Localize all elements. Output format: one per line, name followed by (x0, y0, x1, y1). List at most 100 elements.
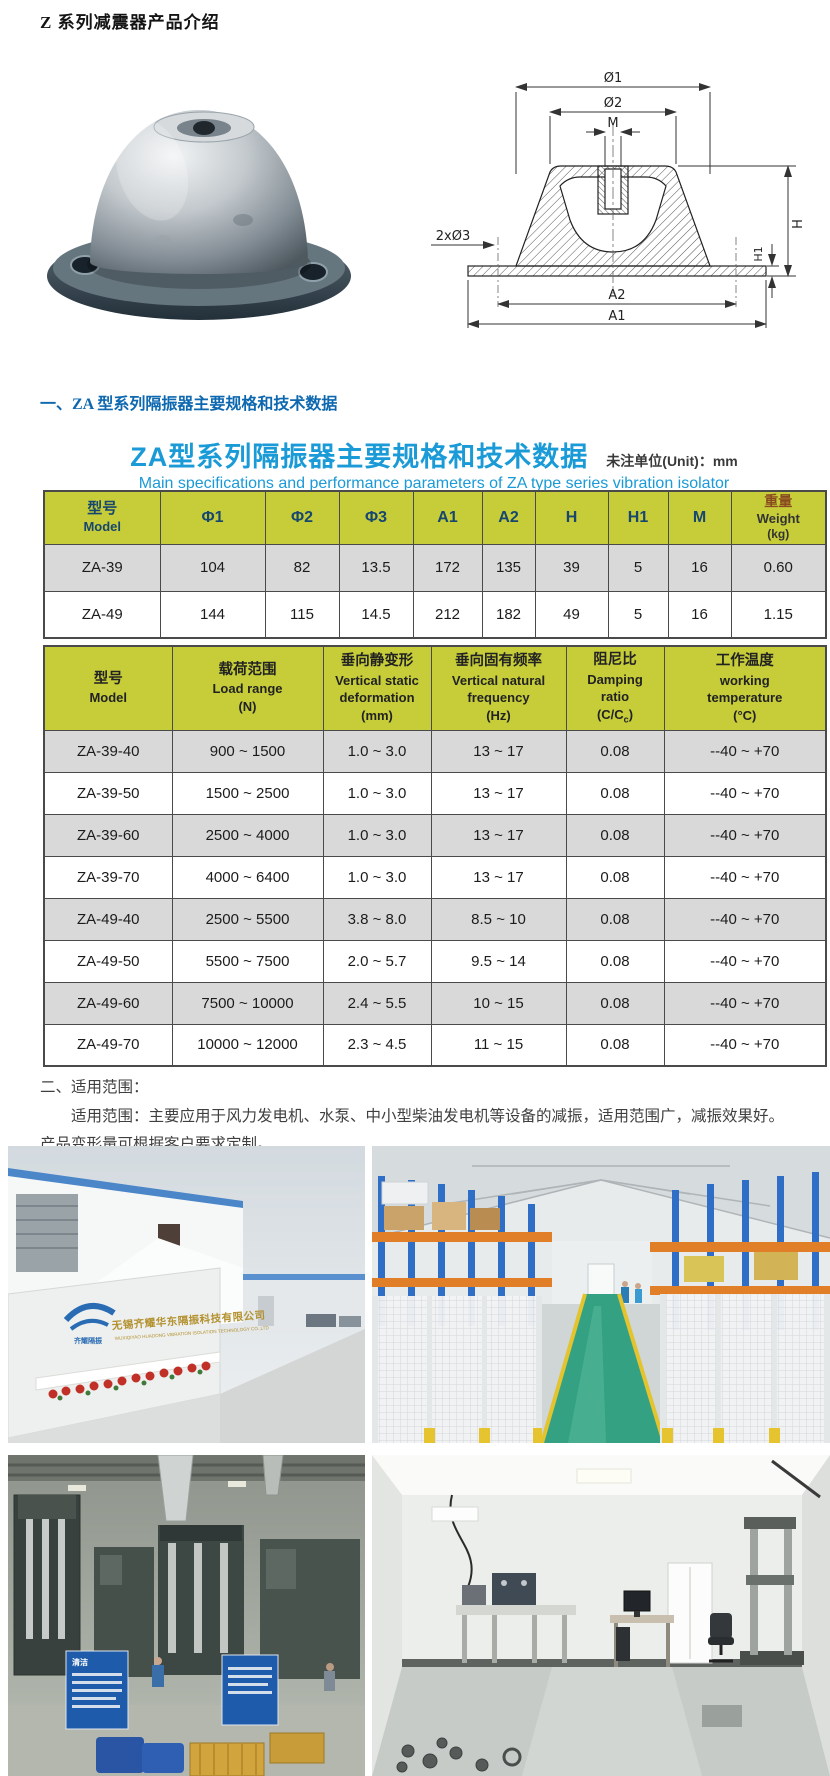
table-row: ZA-49-60 7500 ~ 10000 2.4 ~ 5.5 10 ~ 15 0.08… (43, 981, 827, 1025)
table-cell: ZA-39-50 (43, 771, 173, 815)
table2-col-model: 型号 Model (43, 645, 173, 731)
unit-note: 未注单位(Unit)：mm (606, 453, 738, 469)
table-cell: 2.0 ~ 5.7 (322, 939, 432, 983)
table-cell: 0.08 (565, 771, 665, 815)
dim-label-h1: H1 (752, 246, 765, 261)
table-cell: 900 ~ 1500 (171, 729, 324, 773)
table-cell: 0.08 (565, 981, 665, 1025)
table2-header-row: 型号 Model 载荷范围 Load range (N) 垂向静变形 Verti… (43, 645, 827, 731)
spec-table-1: 型号 Model Φ1 Φ2 Φ3 A1 A2 H H1 M 重量 Weight… (43, 490, 827, 639)
table-cell: --40 ~ +70 (663, 939, 827, 983)
isolator-photo-graphic (38, 70, 360, 332)
table-cell: ZA-49-60 (43, 981, 173, 1025)
table1-col-a1: A1 (412, 490, 483, 545)
table2-col-working-temperature: 工作温度 working temperature (°C) (663, 645, 827, 731)
table-cell: 144 (159, 590, 266, 639)
table-cell: 4000 ~ 6400 (171, 855, 324, 899)
table-cell: 1.0 ~ 3.0 (322, 771, 432, 815)
table-cell: --40 ~ +70 (663, 855, 827, 899)
table-row: ZA-49-70 10000 ~ 12000 2.3 ~ 4.5 11 ~ 15 0.0… (43, 1023, 827, 1067)
table1-col-model: 型号 Model (43, 490, 161, 545)
dim-label-d2: Ø2 (604, 96, 623, 111)
table-cell: 3.8 ~ 8.0 (322, 897, 432, 941)
table-row: ZA-39-40 900 ~ 1500 1.0 ~ 3.0 13 ~ 17 0.08 --… (43, 729, 827, 773)
entrance-photo-graphic: 齐耀隔振 无锡齐耀华东隔振科技有限公司 WUXIQIYAO HUADONG VI… (8, 1146, 365, 1443)
table-cell: 0.08 (565, 729, 665, 773)
table-cell: 1.15 (730, 590, 827, 639)
table-row: ZA-49-50 5500 ~ 7500 2.0 ~ 5.7 9.5 ~ 14 0.08… (43, 939, 827, 983)
table1-col-phi3: Φ3 (338, 490, 414, 545)
table1-col-phi1: Φ1 (159, 490, 266, 545)
table-cell: 10000 ~ 12000 (171, 1023, 324, 1067)
table-cell: 2500 ~ 4000 (171, 813, 324, 857)
spec-table-header: ZA型系列隔振器主要规格和技术数据 未注单位(Unit)：mm Main spe… (43, 435, 825, 493)
table-cell: 0.08 (565, 855, 665, 899)
table-cell: 11 ~ 15 (430, 1023, 567, 1067)
warehouse-photo (372, 1146, 830, 1443)
warehouse-photo-graphic (372, 1146, 830, 1443)
table-row: ZA-39-70 4000 ~ 6400 1.0 ~ 3.0 13 ~ 17 0.08-… (43, 855, 827, 899)
table-cell: 182 (481, 590, 536, 639)
damping-unit: (C/Cc) (596, 706, 634, 725)
table-cell: 1500 ~ 2500 (171, 771, 324, 815)
table-cell: 7500 ~ 10000 (171, 981, 324, 1025)
table-cell: 0.08 (565, 897, 665, 941)
product-photo (38, 70, 360, 332)
table-cell: 0.08 (565, 939, 665, 983)
table-title-en: Main specifications and performance para… (138, 475, 730, 492)
table-cell: ZA-39 (43, 543, 161, 592)
table-cell: --40 ~ +70 (663, 897, 827, 941)
table-cell: 115 (264, 590, 340, 639)
table-cell: ZA-49-70 (43, 1023, 173, 1067)
table1-col-weight: 重量 Weight (kg) (730, 490, 827, 545)
entrance-logo-text: 齐耀隔振 (74, 1336, 102, 1345)
table-cell: ZA-39-40 (43, 729, 173, 773)
table-cell: 9.5 ~ 14 (430, 939, 567, 983)
table2-col-static-deformation: 垂向静变形 Vertical static deformation (mm) (322, 645, 432, 731)
table-cell: ZA-49 (43, 590, 161, 639)
table-cell: 13 ~ 17 (430, 813, 567, 857)
section1-heading: 一、ZA 型系列隔振器主要规格和技术数据 (40, 396, 338, 413)
table-cell: 82 (264, 543, 340, 592)
table-cell: 13.5 (338, 543, 414, 592)
table-cell: 5 (607, 590, 669, 639)
table-cell: 1.0 ~ 3.0 (322, 813, 432, 857)
table-cell: --40 ~ +70 (663, 981, 827, 1025)
dim-label-d1: Ø1 (604, 71, 623, 86)
table1-col-h1: H1 (607, 490, 669, 545)
lab-photo-graphic (372, 1455, 830, 1776)
table-cell: 2500 ~ 5500 (171, 897, 324, 941)
table-cell: 5500 ~ 7500 (171, 939, 324, 983)
technical-drawing: Ø1 Ø2 M 2xØ3 A2 A1 H H1 (398, 52, 830, 334)
table-cell: ZA-49-40 (43, 897, 173, 941)
table-cell: 1.0 ~ 3.0 (322, 729, 432, 773)
table-cell: --40 ~ +70 (663, 813, 827, 857)
workshop-photo-graphic: 清洁 (8, 1455, 365, 1776)
page-title: Z 系列减震器产品介绍 (40, 13, 220, 32)
table-cell: 0.60 (730, 543, 827, 592)
spec-table-2: 型号 Model 载荷范围 Load range (N) 垂向静变形 Verti… (43, 645, 827, 1067)
section2-heading: 二、适用范围： (40, 1079, 149, 1096)
table-cell: 104 (159, 543, 266, 592)
table-row: ZA-49 144 115 14.5 212 182 49 5 16 1.15 (43, 590, 827, 639)
dim-label-h: H (791, 219, 806, 229)
dimension-drawing-graphic: Ø1 Ø2 M 2xØ3 A2 A1 H H1 (431, 71, 806, 328)
table-cell: ZA-49-50 (43, 939, 173, 983)
table-cell: 0.08 (565, 813, 665, 857)
table-cell: 5 (607, 543, 669, 592)
table2-col-damping-ratio: 阻尼比 Damping ratio (C/Cc) (565, 645, 665, 731)
dim-label-a2: A2 (608, 288, 625, 303)
company-entrance-photo: 齐耀隔振 无锡齐耀华东隔振科技有限公司 WUXIQIYAO HUADONG VI… (8, 1146, 365, 1443)
table-cell: 16 (667, 543, 732, 592)
dim-label-m: M (607, 116, 618, 131)
table-cell: 14.5 (338, 590, 414, 639)
table-cell: ZA-39-60 (43, 813, 173, 857)
table-title-cn: ZA型系列隔振器主要规格和技术数据 (130, 442, 589, 472)
table-cell: 13 ~ 17 (430, 771, 567, 815)
table-cell: 10 ~ 15 (430, 981, 567, 1025)
table-cell: 135 (481, 543, 536, 592)
table-cell: 0.08 (565, 1023, 665, 1067)
table-row: ZA-39 104 82 13.5 172 135 39 5 16 0.60 (43, 543, 827, 592)
table-cell: --40 ~ +70 (663, 1023, 827, 1067)
